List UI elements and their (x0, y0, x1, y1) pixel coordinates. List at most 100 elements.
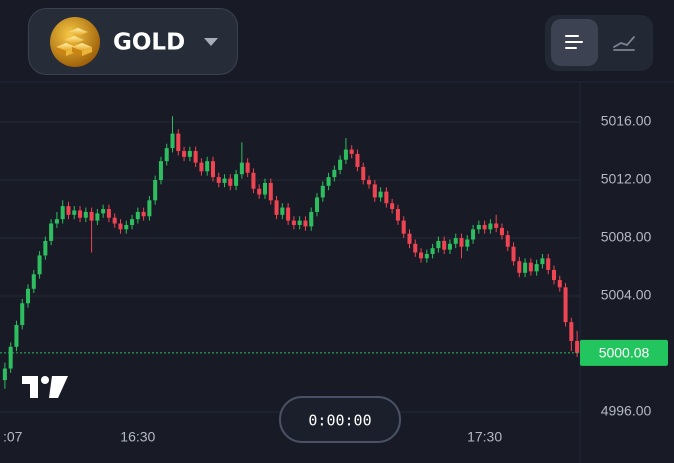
candle-body (384, 191, 389, 204)
candle-body (274, 200, 279, 215)
candle-body (303, 220, 308, 227)
candle-body (141, 211, 146, 217)
asset-selector[interactable]: GOLD (28, 8, 238, 75)
price-tag-label: 5000.08 (599, 345, 650, 361)
candle-body (60, 206, 65, 220)
candle-body (72, 210, 77, 215)
candle-body (262, 182, 268, 195)
candle-body (540, 258, 545, 265)
candle-body (332, 169, 337, 178)
dropdown-caret (204, 38, 218, 46)
candle-body (401, 220, 406, 234)
candle-body (575, 340, 580, 353)
candle-body (216, 177, 221, 183)
candle-body (488, 223, 493, 230)
candles-view-button[interactable] (551, 19, 598, 66)
timer: 0:00:00 (279, 396, 401, 443)
candle-body (534, 264, 539, 272)
timer-pill (279, 396, 401, 443)
candle-body (222, 178, 227, 183)
candle-body (66, 206, 71, 215)
candle-body (135, 211, 140, 220)
candle-body (286, 207, 291, 221)
candle-body (320, 185, 325, 198)
candle-body (378, 191, 383, 198)
candle-body (54, 219, 59, 224)
candle-body (153, 180, 158, 201)
candle-body (251, 172, 256, 189)
y-tick-label: 5012.00 (601, 171, 652, 187)
candle-body (465, 239, 470, 247)
candle-body (367, 180, 372, 185)
candle-body (8, 346, 13, 369)
y-tick-label: 4996.00 (601, 403, 652, 419)
candle-body (147, 200, 152, 217)
candle-body (430, 248, 435, 254)
x-tick-label: :07 (3, 429, 23, 445)
candle-body (164, 148, 169, 162)
candle-body (569, 322, 574, 341)
candle-body (436, 240, 441, 249)
candle-body (355, 153, 360, 167)
candle-body (309, 211, 314, 227)
candle-body (297, 220, 302, 225)
candle-body (459, 238, 464, 247)
candle-body (482, 224, 487, 230)
candle-body (228, 178, 233, 186)
candle-body (20, 303, 25, 326)
candle-body (349, 149, 354, 154)
candle-body (471, 229, 476, 240)
x-tick-label: 16:30 (120, 429, 155, 445)
candle-body (505, 235, 510, 247)
candle-body (453, 238, 458, 244)
candle-body (78, 210, 83, 218)
candle-body (476, 224, 481, 230)
asset-name: GOLD (113, 30, 185, 56)
timer-text: 0:00:00 (308, 412, 371, 430)
candle-body (268, 182, 273, 201)
tv-logo (22, 376, 68, 398)
gold-bars (56, 28, 92, 56)
candle-body (43, 240, 48, 256)
candle-body (257, 188, 262, 195)
y-tick-label: 5008.00 (601, 229, 652, 245)
candle-body (239, 162, 244, 175)
candle-body (187, 151, 192, 157)
price-tag (580, 339, 668, 366)
candle-body (557, 280, 562, 288)
line-view-button[interactable] (602, 19, 649, 66)
candle-body (14, 325, 19, 347)
candle-body (106, 209, 111, 218)
candle-body (124, 224, 129, 230)
candle-body (442, 240, 447, 250)
candle-body (245, 162, 250, 173)
candle-body (176, 133, 181, 152)
candle-body (291, 220, 296, 225)
candle-body (158, 161, 163, 181)
candle-body (338, 159, 343, 170)
candle-body (447, 243, 452, 250)
candle-body (528, 262, 533, 272)
candle-body (210, 161, 215, 178)
candle-body (193, 151, 198, 163)
candle-body (314, 197, 320, 212)
candle-body (182, 151, 187, 157)
chart-area: 4996.00 5004.00 5008.00 5012.00 5016.00:07 16… (0, 82, 668, 463)
candle-body (25, 288, 31, 304)
inactive-button[interactable] (602, 19, 649, 66)
candle-body (83, 211, 88, 218)
candle-body (413, 243, 418, 253)
candle-body (37, 255, 42, 275)
candle-body (95, 213, 100, 221)
candle-body (563, 287, 568, 323)
y-tick-label: 5004.00 (601, 287, 652, 303)
candle-body (395, 209, 400, 221)
candle-body (130, 219, 135, 225)
candle-body (343, 149, 348, 160)
candle-body (205, 161, 210, 172)
view-toggle (545, 15, 653, 71)
candles-icon (565, 35, 583, 49)
candle-body (424, 253, 429, 259)
